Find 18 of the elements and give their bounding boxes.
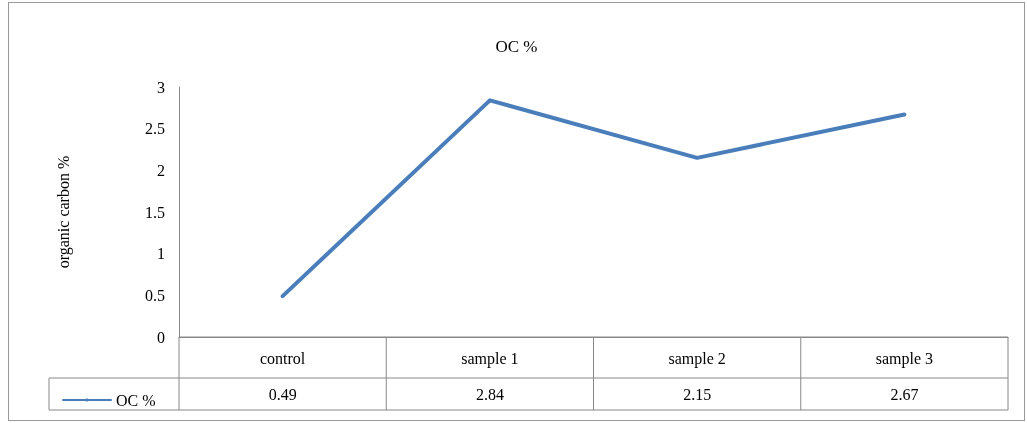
data-label: 0.49 (268, 385, 297, 403)
data-label: 2.67 (890, 385, 919, 403)
x-tick-label: sample 1 (461, 349, 519, 368)
chart-title: OC % (495, 37, 538, 56)
y-tick-label: 2.5 (145, 120, 165, 138)
y-tick-label: 1.5 (145, 203, 165, 221)
x-tick-label: sample 3 (875, 349, 934, 368)
x-tick-label: sample 2 (668, 349, 726, 368)
y-tick-label: 0 (157, 328, 165, 346)
x-tick-label: control (259, 349, 306, 367)
data-label: 2.15 (683, 385, 712, 403)
y-tick-label: 2 (157, 161, 165, 179)
y-axis-title: organic carbon % (54, 155, 73, 269)
y-tick-label: 1 (157, 245, 165, 263)
y-tick-label: 3 (157, 78, 165, 96)
data-label: 2.84 (475, 385, 504, 403)
legend-label: OC % (116, 391, 156, 409)
y-tick-label: 0.5 (145, 286, 165, 304)
